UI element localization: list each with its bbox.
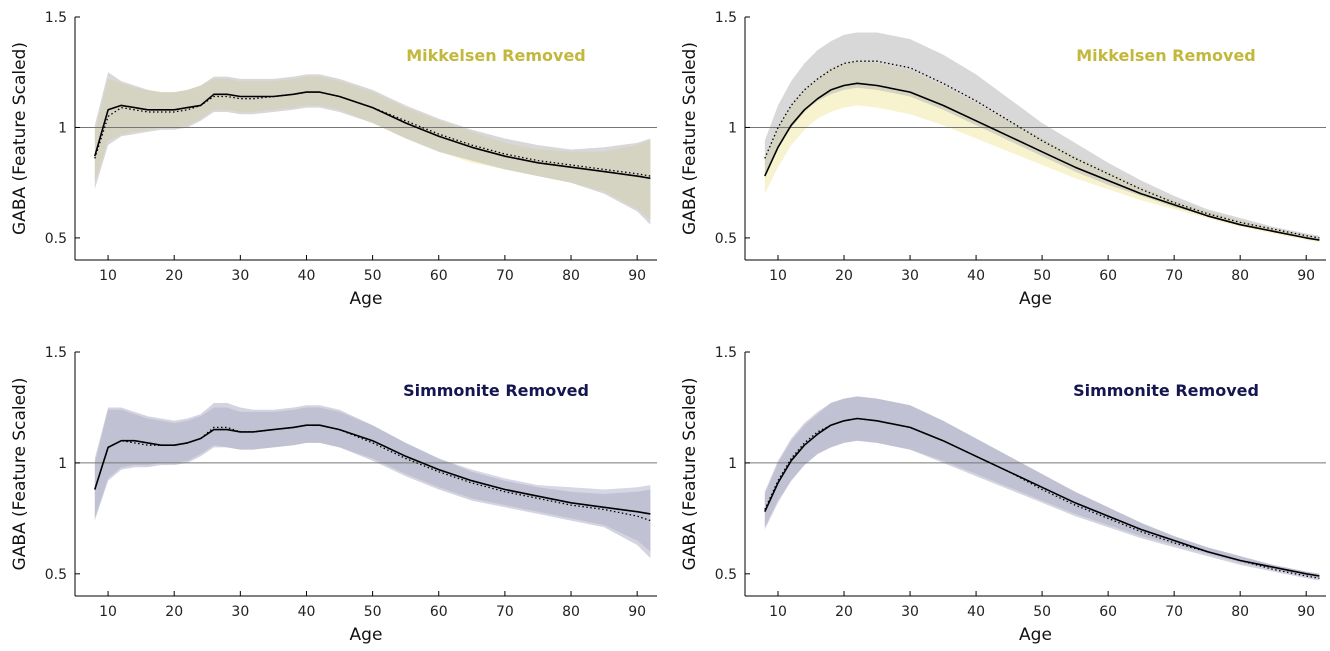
x-tick-label: 40 [967,268,985,284]
y-axis-label: GABA (Feature Scaled) [10,42,30,235]
x-tick-label: 90 [628,268,646,284]
y-tick-label: 0.5 [45,231,67,247]
x-tick-label: 50 [1033,268,1051,284]
confidence-band-dotted [764,32,1320,241]
x-tick-label: 20 [835,604,853,620]
x-tick-label: 40 [967,604,985,620]
y-tick-label: 1.5 [715,10,737,26]
y-tick-label: 1 [728,456,737,472]
x-tick-label: 60 [430,268,448,284]
x-tick-label: 50 [364,604,382,620]
y-axis-label: GABA (Feature Scaled) [680,378,700,571]
x-axis-label: Age [350,289,383,309]
x-tick-label: 90 [628,604,646,620]
x-tick-label: 80 [1231,268,1249,284]
x-tick-label: 10 [99,604,117,620]
x-axis-label: Age [1019,625,1052,645]
confidence-band-dotted [94,403,651,559]
chart-panel-2: 10 20 30 40 50 60 70 80 90 0.5 1 1.5 Age GABA (Featur… [680,10,1326,309]
x-tick-label: 90 [1297,604,1315,620]
y-tick-label: 0.5 [715,231,737,247]
x-tick-label: 80 [562,268,580,284]
chart-panel-1: 10 20 30 40 50 60 70 80 90 0.5 1 1.5 Age GABA (Featur… [10,10,657,309]
y-tick-label: 1 [58,120,67,136]
y-tick-label: 1 [728,120,737,136]
x-tick-label: 10 [769,604,787,620]
x-axis-label: Age [1019,289,1052,309]
x-tick-label: 50 [1033,604,1051,620]
x-tick-label: 30 [231,268,249,284]
x-tick-label: 20 [165,268,183,284]
y-tick-label: 1.5 [715,345,737,361]
panel-annotation: Simmonite Removed [403,381,589,400]
series-line-dotted [94,424,651,522]
chart-panel-3: 10 20 30 40 50 60 70 80 90 0.5 1 1.5 Age GABA (Featur… [10,345,657,645]
series-line-solid [94,91,651,180]
x-tick-label: 30 [901,604,919,620]
y-tick-label: 0.5 [715,567,737,583]
x-tick-label: 80 [1231,604,1249,620]
x-tick-label: 50 [364,268,382,284]
confidence-band-dotted [94,72,651,225]
y-axis-label: GABA (Feature Scaled) [680,42,700,235]
x-tick-label: 80 [562,604,580,620]
panel-annotation: Mikkelsen Removed [1076,46,1256,65]
series-line-dotted [764,417,1320,579]
series-line-solid [94,424,651,515]
x-tick-label: 30 [901,268,919,284]
series-line-dotted [94,91,651,177]
x-tick-label: 70 [1165,604,1183,620]
y-tick-label: 1.5 [45,345,67,361]
chart-panel-4: 10 20 30 40 50 60 70 80 90 0.5 1 1.5 Age GABA (Featur… [680,345,1326,645]
y-tick-label: 1.5 [45,10,67,26]
x-tick-label: 60 [1099,268,1117,284]
x-tick-label: 70 [1165,268,1183,284]
x-tick-label: 60 [1099,604,1117,620]
x-tick-label: 40 [298,268,316,284]
confidence-band-dotted [764,396,1320,581]
x-tick-label: 70 [496,268,514,284]
panel-annotation: Simmonite Removed [1073,381,1259,400]
x-tick-label: 10 [99,268,117,284]
x-tick-label: 10 [769,268,787,284]
x-axis-label: Age [350,625,383,645]
x-tick-label: 40 [298,604,316,620]
x-tick-label: 60 [430,604,448,620]
x-tick-label: 20 [165,604,183,620]
y-tick-label: 1 [58,456,67,472]
x-tick-label: 90 [1297,268,1315,284]
series-line-dotted [764,60,1320,239]
x-tick-label: 30 [231,604,249,620]
x-tick-label: 20 [835,268,853,284]
series-line-solid [764,82,1320,241]
x-tick-label: 70 [496,604,514,620]
panel-annotation: Mikkelsen Removed [406,46,586,65]
y-tick-label: 0.5 [45,567,67,583]
y-axis-label: GABA (Feature Scaled) [10,378,30,571]
